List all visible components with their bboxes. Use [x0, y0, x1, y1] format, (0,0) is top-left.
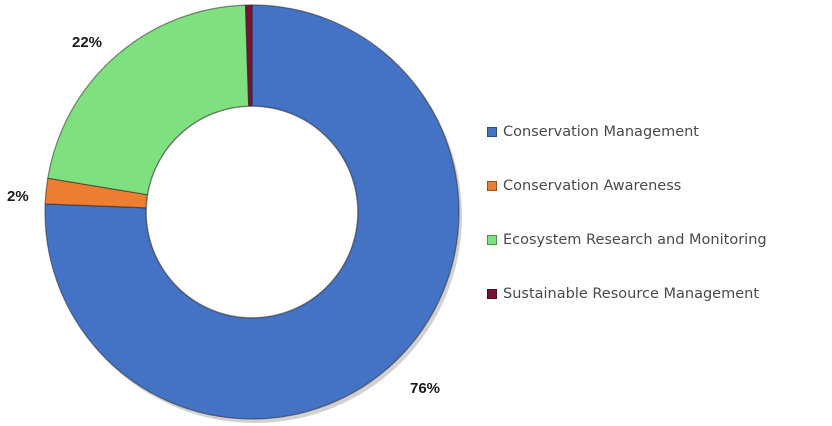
donut-slice-ecosystem-research-and-monitoring	[47, 4, 250, 196]
legend-swatch	[487, 289, 497, 299]
legend-swatch	[487, 127, 497, 137]
legend-item-sustainable-resource: Sustainable Resource Management	[487, 280, 767, 308]
legend-item-ecosystem-research: Ecosystem Research and Monitoring	[487, 226, 767, 254]
data-label-conservation-management: 76%	[410, 380, 441, 397]
data-label-conservation-awareness: 2%	[7, 188, 29, 205]
donut-slice-sustainable-resource-management	[244, 4, 253, 107]
legend: Conservation Management Conservation Awa…	[487, 118, 767, 308]
legend-swatch	[487, 181, 497, 191]
legend-label: Ecosystem Research and Monitoring	[503, 232, 767, 248]
donut-hole	[146, 106, 358, 318]
legend-label: Conservation Awareness	[503, 178, 682, 194]
legend-swatch	[487, 235, 497, 245]
legend-item-conservation-awareness: Conservation Awareness	[487, 172, 767, 200]
donut-slice-conservation-management	[44, 4, 460, 420]
legend-label: Sustainable Resource Management	[503, 286, 760, 302]
legend-label: Conservation Management	[503, 124, 699, 140]
legend-item-conservation-management: Conservation Management	[487, 118, 767, 146]
data-label-ecosystem-research: 22%	[72, 34, 103, 51]
